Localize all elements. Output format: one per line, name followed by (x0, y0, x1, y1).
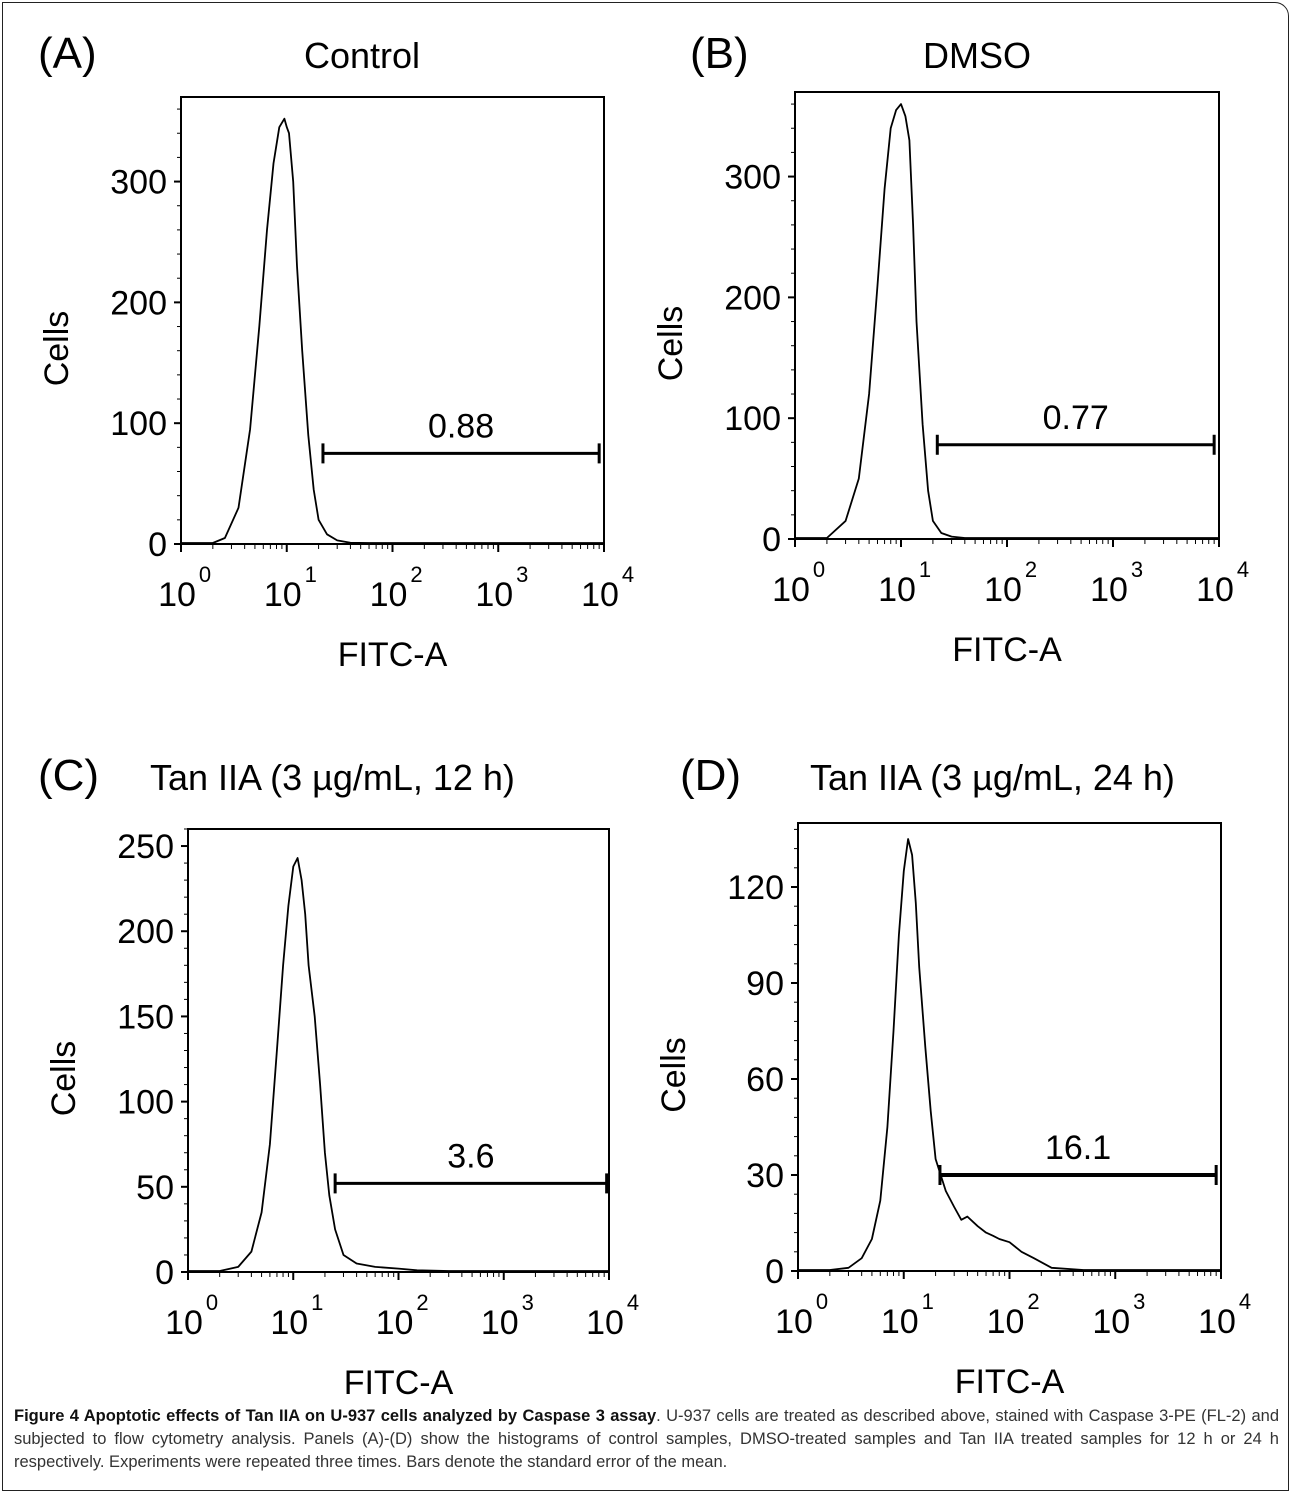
y-tick-label: 30 (746, 1157, 784, 1195)
panel-b: (B) DMSO0100200300100101102103104FITC-ACe… (652, 29, 1249, 669)
plot-frame (794, 91, 1220, 540)
x-tick-label: 10 (581, 576, 619, 614)
y-tick-label: 100 (110, 405, 167, 443)
x-tick-exponent: 2 (1025, 557, 1037, 582)
gate-label: 16.1 (1045, 1129, 1111, 1167)
x-tick-exponent: 3 (522, 1290, 534, 1315)
x-axis-title: FITC-A (338, 636, 448, 674)
panel-title: Tan IIA (3 µg/mL, 24 h) (810, 757, 1175, 798)
x-axis-title: FITC-A (344, 1364, 454, 1400)
x-tick-exponent: 0 (816, 1289, 828, 1314)
y-tick-label: 50 (136, 1169, 174, 1207)
y-tick-label: 0 (155, 1254, 174, 1292)
x-tick-label: 10 (772, 571, 810, 609)
y-tick-label: 0 (762, 521, 781, 559)
x-tick-label: 10 (475, 576, 513, 614)
x-tick-exponent: 3 (1133, 1289, 1145, 1314)
x-tick-label: 10 (1090, 571, 1128, 609)
gate-label: 0.77 (1043, 399, 1109, 437)
x-tick-exponent: 4 (622, 562, 634, 587)
x-tick-exponent: 1 (922, 1289, 934, 1314)
y-axis-title: Cells (652, 306, 690, 382)
x-tick-exponent: 1 (919, 557, 931, 582)
plot-frame (187, 828, 610, 1273)
panel-letter: (A) (38, 29, 97, 78)
y-axis-title: Cells (45, 1041, 83, 1117)
histogram-series (181, 117, 604, 544)
panel-a: (A) Control0100200300100101102103104FITC-… (38, 29, 634, 674)
plot-frame (797, 822, 1222, 1272)
gate-label: 3.6 (447, 1137, 494, 1175)
x-tick-exponent: 3 (516, 562, 528, 587)
x-tick-exponent: 4 (627, 1290, 639, 1315)
y-tick-label: 100 (117, 1084, 174, 1122)
y-axis-title: Cells (655, 1037, 693, 1113)
caption-text: . U-937 cells are treated as described a… (14, 1407, 1279, 1471)
x-tick-label: 10 (165, 1304, 203, 1342)
x-tick-label: 10 (158, 576, 196, 614)
y-tick-label: 120 (727, 869, 784, 907)
histogram-series (795, 103, 1219, 539)
x-tick-exponent: 0 (813, 557, 825, 582)
caption-title: Figure 4 Apoptotic effects of Tan IIA on… (14, 1407, 657, 1425)
panel-c: (C) Tan IIA (3 µg/mL, 12 h)05010015020025… (38, 751, 639, 1400)
panel-title: DMSO (923, 35, 1031, 76)
y-tick-label: 200 (117, 913, 174, 951)
x-tick-label: 10 (987, 1303, 1025, 1341)
panel-letter: (C) (38, 751, 99, 800)
x-tick-label: 10 (984, 571, 1022, 609)
panel-title: Tan IIA (3 µg/mL, 12 h) (150, 757, 515, 798)
y-tick-label: 0 (765, 1253, 784, 1291)
x-tick-label: 10 (878, 571, 916, 609)
figure-caption: Figure 4 Apoptotic effects of Tan IIA on… (14, 1405, 1279, 1474)
x-tick-exponent: 1 (305, 562, 317, 587)
y-tick-label: 100 (724, 400, 781, 438)
x-tick-exponent: 0 (199, 562, 211, 587)
x-axis-title: FITC-A (955, 1363, 1065, 1400)
x-tick-label: 10 (1198, 1303, 1236, 1341)
histogram-series (188, 857, 609, 1272)
x-tick-exponent: 2 (416, 1290, 428, 1315)
y-axis-title: Cells (38, 311, 76, 387)
x-tick-label: 10 (270, 1304, 308, 1342)
y-tick-label: 90 (746, 965, 784, 1003)
plot-frame (180, 96, 605, 545)
y-tick-label: 60 (746, 1061, 784, 1099)
y-tick-label: 150 (117, 998, 174, 1036)
y-tick-label: 200 (110, 284, 167, 322)
x-tick-label: 10 (775, 1303, 813, 1341)
x-axis-title: FITC-A (952, 631, 1062, 669)
x-tick-exponent: 0 (206, 1290, 218, 1315)
panel-d: (D) Tan IIA (3 µg/mL, 24 h)03060901201001… (655, 751, 1251, 1400)
x-tick-label: 10 (1196, 571, 1234, 609)
x-tick-exponent: 2 (1027, 1289, 1039, 1314)
y-tick-label: 250 (117, 828, 174, 866)
x-tick-exponent: 3 (1131, 557, 1143, 582)
x-tick-label: 10 (370, 576, 408, 614)
y-tick-label: 0 (148, 526, 167, 564)
gate-label: 0.88 (428, 407, 494, 445)
y-tick-label: 300 (724, 159, 781, 197)
panel-letter: (B) (690, 29, 749, 78)
panel-letter: (D) (680, 751, 741, 800)
histogram-series (798, 838, 1221, 1271)
figure-svg: (A) Control0100200300100101102103104FITC-… (38, 29, 1251, 1400)
y-tick-label: 200 (724, 279, 781, 317)
panel-title: Control (304, 35, 420, 76)
x-tick-label: 10 (586, 1304, 624, 1342)
y-tick-label: 300 (110, 164, 167, 202)
x-tick-exponent: 1 (311, 1290, 323, 1315)
x-tick-exponent: 4 (1237, 557, 1249, 582)
x-tick-label: 10 (264, 576, 302, 614)
x-tick-exponent: 4 (1239, 1289, 1251, 1314)
x-tick-exponent: 2 (410, 562, 422, 587)
x-tick-label: 10 (481, 1304, 519, 1342)
x-tick-label: 10 (881, 1303, 919, 1341)
x-tick-label: 10 (376, 1304, 414, 1342)
x-tick-label: 10 (1092, 1303, 1130, 1341)
